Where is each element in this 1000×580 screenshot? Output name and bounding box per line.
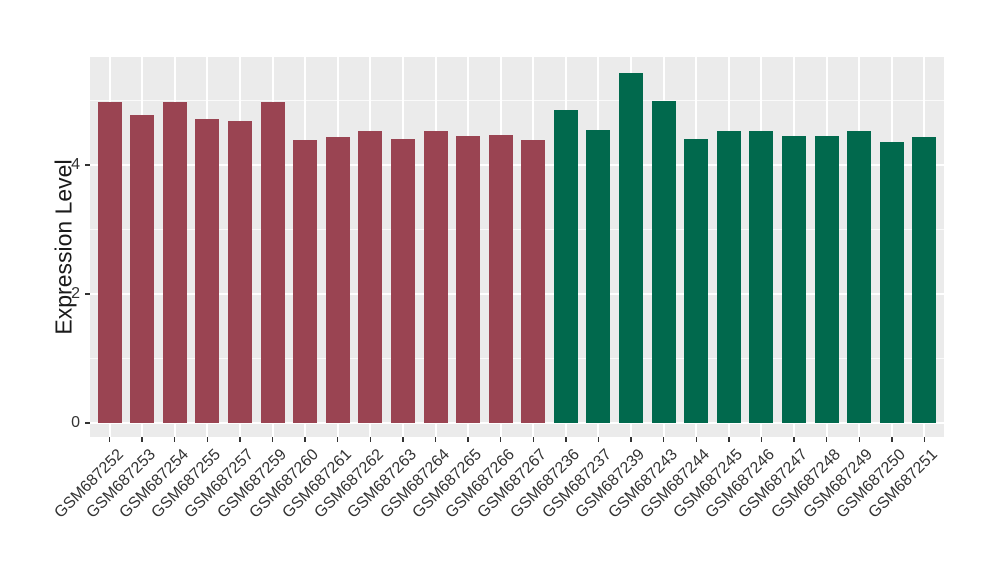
gridline-minor xyxy=(90,100,944,101)
bar-GSM687244 xyxy=(684,138,709,423)
x-axis-tick xyxy=(434,437,437,442)
bar-GSM687263 xyxy=(390,139,415,423)
x-axis-tick xyxy=(760,437,763,442)
x-axis-tick xyxy=(695,437,698,442)
bar-GSM687266 xyxy=(488,135,513,423)
x-axis-tick xyxy=(858,437,860,442)
x-axis-tick xyxy=(662,437,665,442)
bar-GSM687251 xyxy=(912,137,937,423)
plot-panel xyxy=(90,57,944,437)
x-axis-tick xyxy=(336,437,339,442)
x-axis-tick xyxy=(825,437,828,442)
bar-GSM687246 xyxy=(749,130,774,423)
bar-GSM687243 xyxy=(651,101,676,423)
bar-GSM687236 xyxy=(553,109,578,423)
y-axis-title: Expression Level xyxy=(50,159,77,335)
bar-GSM687267 xyxy=(521,140,546,423)
bar-GSM687261 xyxy=(325,136,350,423)
gridline-major xyxy=(90,164,944,166)
x-axis-tick xyxy=(239,437,241,442)
bar-GSM687262 xyxy=(358,130,383,423)
x-axis-tick xyxy=(923,437,926,442)
x-axis-tick xyxy=(304,437,306,442)
x-axis-tick xyxy=(206,437,209,442)
x-axis-tick xyxy=(891,437,893,442)
x-axis-tick xyxy=(565,437,567,442)
x-axis-tick xyxy=(499,437,502,442)
bar-GSM687239 xyxy=(619,73,644,423)
bar-GSM687253 xyxy=(130,115,155,423)
bar-GSM687259 xyxy=(260,101,285,423)
bar-GSM687265 xyxy=(456,135,481,423)
x-axis-tick xyxy=(728,437,730,442)
y-axis-tick xyxy=(85,164,90,166)
x-axis-tick xyxy=(532,437,535,442)
bar-GSM687260 xyxy=(293,140,318,423)
bar-GSM687237 xyxy=(586,129,611,423)
y-tick-label: 2 xyxy=(71,285,80,302)
y-axis-tick xyxy=(85,293,90,295)
x-axis-tick xyxy=(467,437,469,442)
x-axis-tick xyxy=(141,437,143,442)
y-axis-tick xyxy=(85,422,90,424)
bar-GSM687252 xyxy=(97,101,122,423)
bar-GSM687254 xyxy=(162,101,187,423)
bar-GSM687247 xyxy=(782,135,807,423)
x-axis-tick xyxy=(597,437,600,442)
x-axis-tick xyxy=(173,437,176,442)
y-tick-label: 0 xyxy=(71,414,80,431)
bar-GSM687257 xyxy=(227,121,252,423)
bar-GSM687264 xyxy=(423,130,448,423)
bar-GSM687250 xyxy=(879,142,904,423)
x-axis-tick xyxy=(271,437,274,442)
bar-GSM687255 xyxy=(195,119,220,423)
x-axis-tick xyxy=(108,437,111,442)
gridline-major xyxy=(90,293,944,295)
bar-GSM687249 xyxy=(847,131,872,423)
gridline-minor xyxy=(90,229,944,230)
gridline-minor xyxy=(90,358,944,359)
bar-GSM687245 xyxy=(716,130,741,423)
y-tick-label: 4 xyxy=(71,156,80,173)
x-axis-tick xyxy=(402,437,404,442)
x-axis-tick xyxy=(369,437,372,442)
x-axis-tick xyxy=(630,437,632,442)
x-axis-tick xyxy=(793,437,795,442)
gridline-major xyxy=(90,422,944,424)
bar-GSM687248 xyxy=(814,135,839,423)
